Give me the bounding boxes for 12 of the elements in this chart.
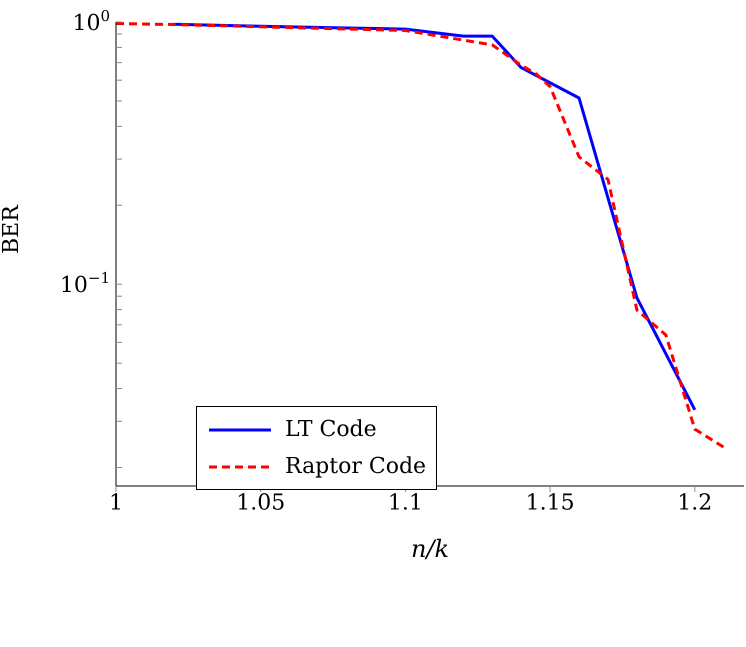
y-axis-title: BER xyxy=(0,204,24,254)
x-tick-label: 1 xyxy=(109,490,123,516)
x-tick-label: 1.15 xyxy=(526,490,575,516)
line-series xyxy=(116,22,726,449)
legend-label: Raptor Code xyxy=(285,454,426,479)
x-axis-title: n/k xyxy=(410,535,450,563)
y-tick-label: 10$^{0}$ xyxy=(72,7,110,36)
x-tick-label: 1.05 xyxy=(236,490,286,516)
x-tick-label: 1.2 xyxy=(677,490,712,516)
legend-label: LT Code xyxy=(285,417,377,442)
y-tick-label: 10$^{−1}$ xyxy=(60,269,110,298)
x-tick-label: 1.1 xyxy=(388,490,423,516)
